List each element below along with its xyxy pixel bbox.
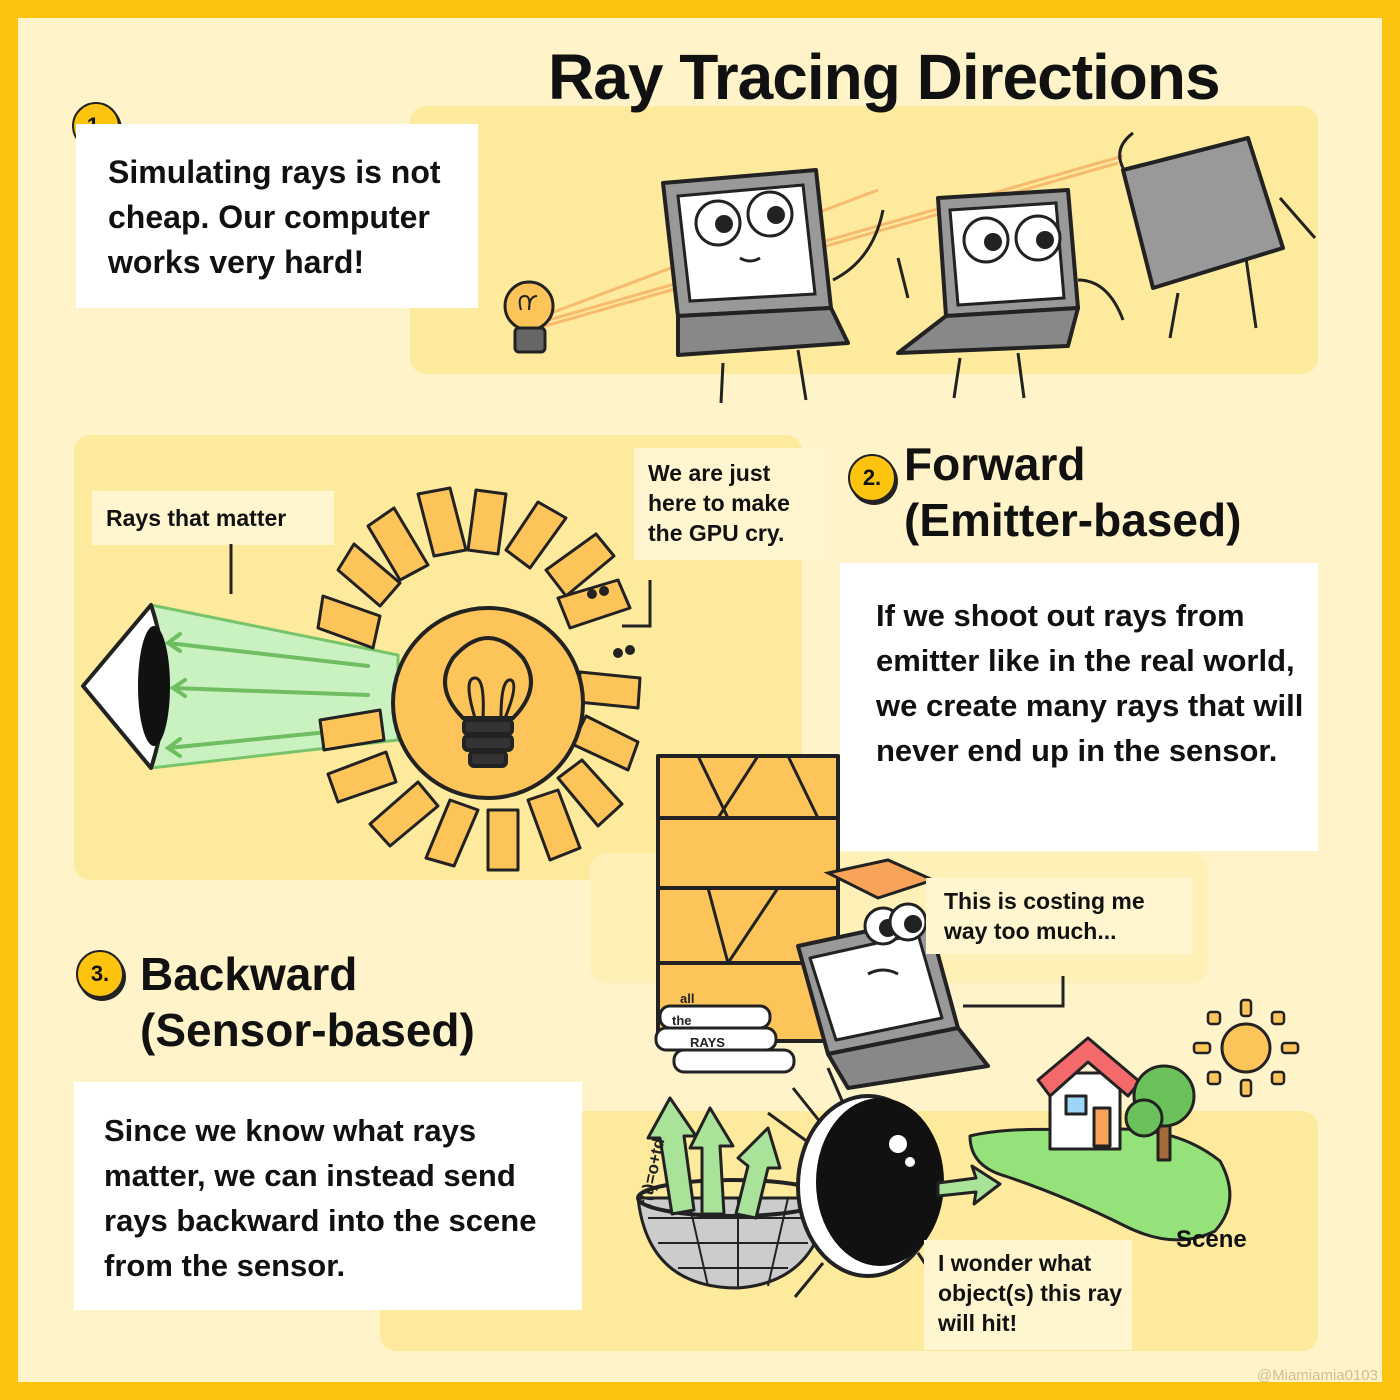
step3-heading-line1: Backward xyxy=(140,948,358,1000)
light-bulb-icon xyxy=(503,280,555,354)
eye-icon xyxy=(81,603,170,770)
step2-heading-line2: (Emitter-based) xyxy=(904,494,1242,546)
book-stack-icon xyxy=(654,1004,796,1074)
bookshelf-icon xyxy=(656,754,840,1043)
laptop-character-icon xyxy=(896,188,1125,399)
step1-illustration xyxy=(503,131,1317,404)
step3-badge: 3. xyxy=(76,950,124,998)
sun-ray-icon xyxy=(316,486,642,872)
book-the-label: the xyxy=(672,1013,692,1028)
light-bulb-icon xyxy=(443,636,533,768)
scene-icon xyxy=(968,1036,1232,1242)
laptop-note: This is costing me way too much... xyxy=(926,878,1192,954)
step3-heading: Backward (Sensor-based) xyxy=(140,946,475,1058)
step2-badge: 2. xyxy=(848,454,896,502)
laptop-character-icon xyxy=(796,902,990,1090)
basket-icon xyxy=(636,1178,830,1290)
credit-text: @Miamiamia0103 xyxy=(1256,1367,1378,1382)
step2-text-box: If we shoot out rays from emitter like i… xyxy=(840,563,1318,851)
arrow-bundle-icon xyxy=(646,1096,782,1220)
step3-text: Since we know what rays matter, we can i… xyxy=(104,1113,537,1283)
eye-note: I wonder what object(s) this ray will hi… xyxy=(924,1240,1132,1350)
step1-text: Simulating rays is not cheap. Our comput… xyxy=(108,154,441,280)
scene-label: Scene xyxy=(1176,1226,1247,1253)
step1-text-box: Simulating rays is not cheap. Our comput… xyxy=(76,124,478,308)
step3-heading-line2: (Sensor-based) xyxy=(140,1004,475,1056)
rays-that-matter-label: Rays that matter xyxy=(92,491,334,545)
hat-icon xyxy=(823,858,938,900)
step2-text: If we shoot out rays from emitter like i… xyxy=(876,598,1304,768)
step2-heading-line1: Forward xyxy=(904,438,1086,490)
book-all-label: all xyxy=(680,991,695,1006)
laptop-character-icon xyxy=(661,168,885,404)
infographic-page: Ray Tracing Directions 1. Simulating ray… xyxy=(18,18,1382,1382)
step3-illustration: r(t)=o+td xyxy=(635,998,1300,1314)
bookshelf-laptop-illustration xyxy=(654,754,1065,1090)
step2-heading: Forward (Emitter-based) xyxy=(904,436,1241,548)
sun-icon xyxy=(1192,998,1300,1098)
page-title: Ray Tracing Directions xyxy=(548,41,1221,113)
projector-icon xyxy=(1118,131,1317,339)
eye-icon xyxy=(767,1067,960,1314)
gpu-cry-label: We are just here to make the GPU cry. xyxy=(634,448,824,560)
book-rays-label: RAYS xyxy=(690,1035,725,1050)
ray-arrow-icon xyxy=(936,1164,1002,1206)
step3-text-box: Since we know what rays matter, we can i… xyxy=(74,1082,582,1310)
step2-illustration xyxy=(81,486,652,872)
